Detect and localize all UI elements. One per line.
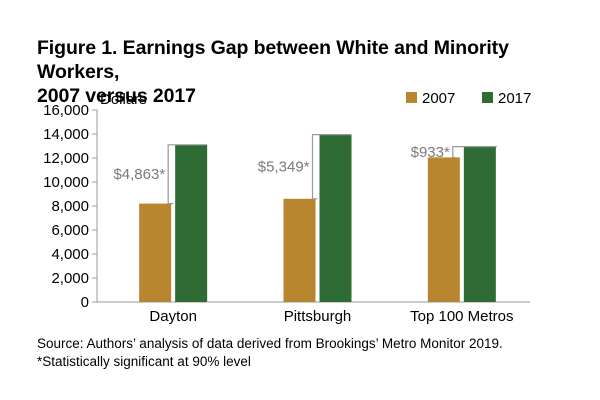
gap-label: $4,863* — [113, 166, 165, 183]
y-tick-label: 4,000 — [51, 246, 89, 263]
y-tick-label: 14,000 — [43, 126, 89, 143]
y-tick-label: 10,000 — [43, 174, 89, 191]
chart-notes: Source: Authors’ analysis of data derive… — [37, 335, 577, 371]
legend-label-2007: 2007 — [422, 90, 455, 107]
x-tick-label: Pittsburgh — [284, 308, 352, 325]
legend: 2007 2017 — [406, 90, 531, 107]
bars-layer: Dayton Pittsburgh Top 100 Metros — [139, 134, 514, 325]
chart-title-line-1: Figure 1. Earnings Gap between White and… — [37, 37, 509, 83]
axis-layer: 0 2,000 4,000 6,000 8,000 10,000 12,000 14,000 1… — [43, 91, 530, 311]
legend-label-2017: 2017 — [498, 90, 531, 107]
chart-title-line-2: 2007 versus 2017 — [37, 85, 196, 107]
y-tick-label: 12,000 — [43, 150, 89, 167]
source-note: Source: Authors’ analysis of data derive… — [37, 336, 503, 351]
gap-bracket — [452, 146, 497, 158]
gap-label: $5,349* — [258, 159, 310, 176]
bar-2007-1 — [283, 198, 316, 302]
y-tick-label: 0 — [81, 294, 89, 311]
y-axis-label: Dollars — [100, 91, 147, 108]
bar-2017-0 — [175, 144, 208, 302]
y-tick-label: 8,000 — [51, 198, 89, 215]
significance-footnote: *Statistically significant at 90% level — [37, 354, 251, 369]
x-tick-label: Dayton — [149, 308, 197, 325]
gap-annotations: $4,863* $5,349* $933* — [113, 134, 497, 205]
gap-bracket — [167, 144, 208, 205]
bar-2007-2 — [427, 157, 460, 302]
x-tick-label: Top 100 Metros — [410, 308, 513, 325]
bar-2007-0 — [139, 203, 172, 302]
y-tick-label: 16,000 — [43, 102, 89, 119]
chart-title: Figure 1. Earnings Gap between White and… — [37, 36, 577, 108]
gap-label: $933* — [411, 144, 450, 161]
bar-2017-1 — [319, 134, 352, 302]
gap-bracket — [311, 134, 352, 200]
y-tick-label: 2,000 — [51, 270, 89, 287]
y-tick-label: 6,000 — [51, 222, 89, 239]
legend-swatch-2017 — [482, 92, 493, 103]
bar-2017-2 — [463, 146, 496, 302]
legend-swatch-2007 — [406, 92, 417, 103]
